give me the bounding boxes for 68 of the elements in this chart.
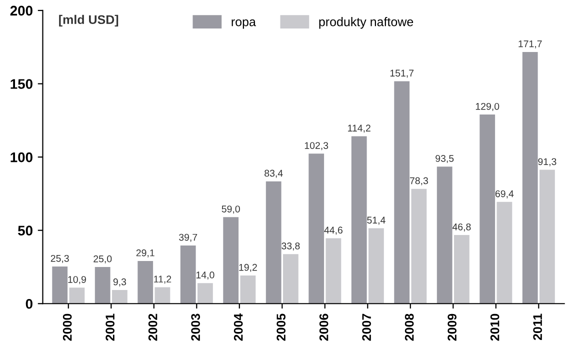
x-tick-label: 2010 — [490, 314, 500, 341]
bar — [283, 254, 298, 304]
data-label: 69,4 — [495, 190, 514, 198]
x-tick-label: 2011 — [533, 314, 542, 340]
bar — [94, 266, 110, 304]
data-label: 10,9 — [68, 276, 86, 284]
bar — [308, 154, 324, 304]
data-label: 93,5 — [436, 154, 454, 164]
data-label: 11,2 — [154, 276, 172, 284]
data-label: 59,0 — [222, 206, 240, 214]
bar — [480, 114, 496, 304]
bar — [240, 275, 256, 304]
y-tick-label: 150 — [10, 79, 32, 89]
data-label: 29,1 — [136, 249, 154, 258]
x-tick-label: 2004 — [234, 313, 243, 341]
y-tick-label: 0 — [26, 298, 32, 309]
legend-label: produkty naftowe — [319, 17, 414, 29]
bar — [522, 52, 538, 304]
bar — [436, 166, 452, 304]
bar — [540, 170, 555, 304]
bar — [496, 202, 512, 304]
data-label: 46,8 — [452, 223, 471, 232]
bar — [351, 136, 367, 304]
data-label: 151,7 — [390, 70, 414, 78]
data-label: 83,4 — [264, 170, 283, 178]
data-label: 51,4 — [367, 216, 386, 225]
bar — [454, 235, 470, 304]
x-tick-label: 2005 — [276, 314, 286, 341]
x-tick-label: 2003 — [191, 314, 200, 341]
bar — [326, 238, 342, 304]
bar — [69, 288, 85, 304]
bar — [138, 260, 154, 304]
data-label: 33,8 — [282, 242, 300, 251]
x-tick-label: 2008 — [404, 314, 414, 341]
x-tick-label: 2009 — [448, 314, 457, 341]
bar — [180, 245, 196, 304]
data-label: 129,0 — [476, 102, 500, 111]
data-label: 91,3 — [538, 158, 556, 166]
data-label: 39,7 — [179, 234, 198, 242]
x-tick-label: 2001 — [106, 314, 115, 341]
data-label: 44,6 — [324, 226, 342, 235]
bar — [411, 188, 427, 304]
data-label: 19,2 — [239, 264, 257, 272]
bar — [52, 266, 68, 304]
y-tick-label: 200 — [10, 6, 32, 16]
data-label: 14,0 — [196, 272, 214, 280]
bar — [266, 181, 282, 304]
x-tick-label: 2002 — [148, 314, 158, 341]
x-tick-label: 2000 — [62, 314, 72, 341]
bar — [394, 81, 410, 304]
x-tick-label: 2006 — [319, 314, 328, 341]
data-label: 25,3 — [50, 254, 69, 263]
data-label: 78,3 — [410, 177, 428, 186]
y-axis-title: [mld USD] — [59, 14, 118, 27]
data-label: 25,0 — [94, 255, 112, 264]
data-label: 114,2 — [348, 124, 370, 133]
bar — [368, 228, 384, 304]
bar — [154, 287, 170, 304]
y-tick-label: 50 — [18, 226, 32, 236]
bar — [112, 290, 128, 304]
bar — [223, 217, 239, 304]
bar — [198, 283, 213, 304]
data-label: 102,3 — [304, 142, 328, 150]
data-label: 171,7 — [518, 40, 542, 48]
y-tick-label: 100 — [10, 152, 32, 162]
legend-label: ropa — [232, 19, 256, 29]
data-label: 9,3 — [113, 278, 126, 286]
x-tick-label: 2007 — [362, 314, 372, 341]
